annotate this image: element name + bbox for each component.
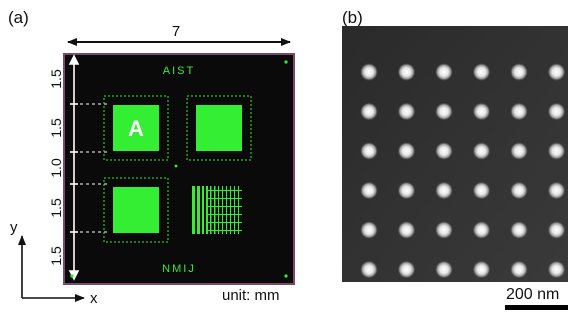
sem-dot	[360, 260, 378, 279]
y-axis-label: y	[10, 219, 18, 236]
sem-dot	[547, 260, 566, 279]
side-dim-label-2: 1.5	[48, 118, 64, 138]
sem-dot	[547, 102, 566, 121]
side-dim-label-3: 1.0	[48, 158, 64, 178]
chip-center-mark	[174, 164, 178, 168]
chip-bottom-text: NMIJ	[162, 263, 196, 275]
sem-dot	[397, 142, 416, 160]
sem-dot	[547, 181, 566, 200]
pad-bottom-left	[103, 177, 169, 243]
chip-corner-mark-tr	[284, 60, 288, 64]
chip-top-text: AIST	[163, 65, 195, 77]
x-axis-label: x	[90, 290, 98, 307]
panel-a-figure: 7 1.5 1.5 1.0 1.5 1.5 AIST A	[10, 23, 295, 307]
sem-dot	[510, 181, 528, 200]
sem-dot	[360, 181, 378, 200]
pad-letter: A	[128, 116, 144, 141]
sem-dot	[510, 63, 528, 81]
sem-dot	[360, 142, 378, 160]
grating-pattern	[192, 186, 242, 234]
sem-dot	[435, 102, 453, 121]
sem-dot	[510, 102, 528, 121]
guide-lines	[80, 103, 110, 233]
sem-dot	[547, 63, 566, 81]
sem-dot	[397, 260, 416, 279]
sem-dot	[510, 142, 528, 160]
sem-dot	[397, 102, 416, 121]
sem-dot	[435, 260, 453, 279]
scale-bar-label: 200 nm	[506, 286, 560, 303]
sem-dot	[397, 181, 416, 200]
sem-dot	[360, 63, 378, 81]
pad-top-right	[186, 95, 252, 161]
sem-dot	[472, 260, 491, 279]
sem-dot	[397, 63, 416, 81]
sem-dot	[472, 102, 491, 121]
sem-dot	[472, 181, 491, 200]
unit-label: unit: mm	[222, 287, 280, 304]
dot-array	[360, 63, 566, 279]
side-dim-label-4: 1.5	[48, 198, 64, 218]
sem-dot	[435, 181, 453, 200]
chip-corner-mark-br	[284, 274, 288, 278]
pad-top-left	[103, 95, 169, 161]
sem-dot	[435, 221, 453, 239]
side-dimension-arrows	[68, 54, 80, 281]
sem-dot	[510, 221, 528, 239]
side-dim-label-5: 1.5	[48, 246, 64, 266]
panel-a-label: (a)	[8, 8, 29, 27]
sem-dot	[547, 142, 566, 160]
width-dimension-label: 7	[172, 23, 180, 40]
chip-body	[63, 53, 295, 285]
sem-dot	[472, 221, 491, 239]
sem-dot	[360, 221, 378, 239]
sem-dot	[397, 221, 416, 239]
sem-dot	[510, 260, 528, 279]
sem-dot	[435, 142, 453, 160]
sem-image	[342, 26, 568, 282]
scale-bar	[505, 305, 568, 310]
sem-dot	[472, 142, 491, 160]
chip-corner-mark-bl	[70, 274, 74, 278]
sem-dot	[547, 221, 566, 239]
side-dim-label-1: 1.5	[48, 69, 64, 89]
sem-dot	[435, 63, 453, 81]
sem-dot	[360, 102, 378, 121]
panel-b-label: (b)	[342, 8, 363, 27]
sem-dot	[472, 63, 491, 81]
